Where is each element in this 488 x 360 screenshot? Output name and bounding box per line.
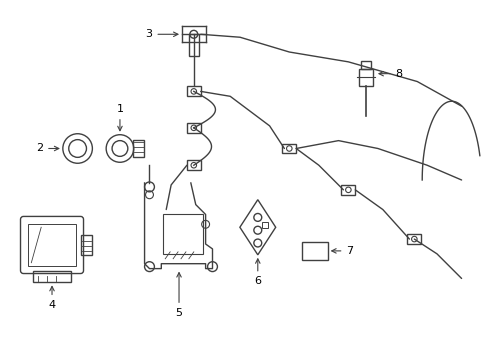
Text: 3: 3 xyxy=(145,29,178,39)
Bar xyxy=(28,224,76,266)
Bar xyxy=(186,123,200,133)
Bar xyxy=(361,61,370,69)
Text: 2: 2 xyxy=(36,144,59,153)
Bar xyxy=(81,235,92,255)
Bar xyxy=(186,86,200,96)
Text: 5: 5 xyxy=(175,273,182,318)
Bar xyxy=(188,34,198,56)
Text: 7: 7 xyxy=(331,246,353,256)
Bar xyxy=(261,222,267,228)
Bar xyxy=(359,69,372,86)
Bar xyxy=(341,185,355,195)
Text: 6: 6 xyxy=(254,259,261,287)
Text: 1: 1 xyxy=(116,104,123,131)
Bar xyxy=(33,271,71,282)
Text: 8: 8 xyxy=(378,69,402,79)
Bar xyxy=(186,160,200,170)
Bar xyxy=(302,242,327,260)
Text: 4: 4 xyxy=(48,287,56,310)
Bar xyxy=(132,140,143,157)
Bar xyxy=(282,144,296,153)
Bar xyxy=(407,234,420,244)
Bar xyxy=(163,215,202,254)
